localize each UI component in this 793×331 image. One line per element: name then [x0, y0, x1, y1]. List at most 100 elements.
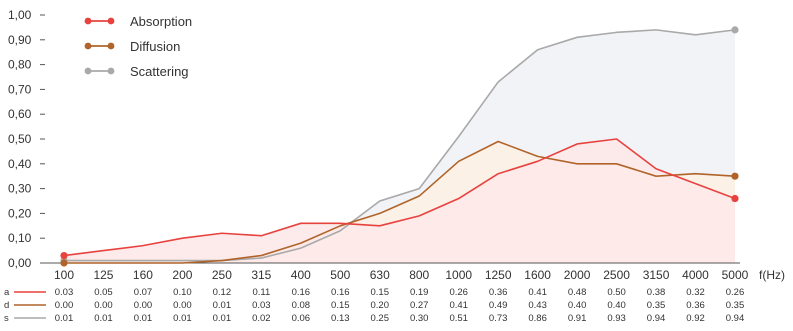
table-cell: 0.20 — [371, 300, 390, 311]
x-tick-label: 1600 — [524, 268, 551, 282]
table-cell: 0.16 — [331, 287, 350, 298]
y-tick-label: 0,30 — [8, 182, 32, 196]
table-cell: 0.51 — [449, 313, 468, 324]
x-axis-label: f(Hz) — [759, 268, 785, 282]
marker-absorption-end — [731, 194, 739, 203]
table-cell: 0.40 — [568, 300, 587, 311]
y-tick-label: 0,80 — [8, 58, 32, 72]
table-cell: 0.10 — [173, 287, 192, 298]
table-cell: 0.50 — [607, 287, 626, 298]
y-tick-label: 1,00 — [8, 8, 32, 22]
x-tick-label: 1250 — [485, 268, 512, 282]
table-cell: 0.01 — [134, 313, 153, 324]
y-tick-label: 0,00 — [8, 256, 32, 270]
table-cell: 0.03 — [252, 300, 271, 311]
table-cell: 0.05 — [94, 287, 113, 298]
table-cell: 0.25 — [371, 313, 390, 324]
line-scattering — [64, 29, 736, 262]
table-cell: 0.73 — [489, 313, 508, 324]
table-cell: 0.00 — [134, 300, 153, 311]
x-tick-label: 100 — [54, 268, 74, 282]
y-tick-label: 0,20 — [8, 206, 32, 220]
table-cell: 0.26 — [449, 287, 468, 298]
legend-marker-left — [84, 67, 92, 75]
y-tick-label: 0,60 — [8, 107, 32, 121]
legend-label-scattering: Scattering — [130, 64, 189, 79]
table-cell: 0.01 — [213, 300, 232, 311]
legend-marker-left — [84, 17, 92, 25]
table-cell: 0.86 — [528, 313, 547, 324]
table-cell: 0.35 — [726, 300, 745, 311]
x-tick-label: 160 — [133, 268, 153, 282]
x-tick-label: 5000 — [722, 268, 749, 282]
table-cell: 0.01 — [213, 313, 232, 324]
x-tick-label: 250 — [212, 268, 232, 282]
legend-marker-right — [107, 67, 115, 75]
table-cell: 0.07 — [134, 287, 153, 298]
table-cell: 0.92 — [686, 313, 705, 324]
table-row-symbol-diffusion: d — [4, 300, 9, 311]
x-tick-label: 2500 — [603, 268, 630, 282]
x-tick-label: 315 — [251, 268, 271, 282]
table-cell: 0.03 — [55, 287, 74, 298]
y-tick-label: 0,90 — [8, 33, 32, 47]
table-cell: 0.38 — [647, 287, 666, 298]
y-tick-label: 0,10 — [8, 231, 32, 245]
table-cell: 0.08 — [292, 300, 311, 311]
x-tick-label: 2000 — [564, 268, 591, 282]
marker-diffusion-start — [60, 259, 68, 267]
marker-diffusion-end — [731, 172, 739, 180]
area-absorption — [64, 139, 735, 263]
table-cell: 0.16 — [292, 287, 311, 298]
y-tick-label: 0,50 — [8, 132, 32, 146]
x-tick-label: 400 — [291, 268, 311, 282]
table-cell: 0.35 — [647, 300, 666, 311]
y-tick-label: 0,40 — [8, 157, 32, 171]
table-cell: 0.15 — [331, 300, 350, 311]
table-row-symbol-absorption: a — [4, 287, 10, 298]
legend-label-diffusion: Diffusion — [130, 39, 180, 54]
table-cell: 0.30 — [410, 313, 429, 324]
table-cell: 0.93 — [607, 313, 626, 324]
table-cell: 0.00 — [94, 300, 113, 311]
table-cell: 0.32 — [686, 287, 705, 298]
table-cell: 0.13 — [331, 313, 350, 324]
table-cell: 0.15 — [371, 287, 390, 298]
table-cell: 0.36 — [686, 300, 705, 311]
table-cell: 0.40 — [607, 300, 626, 311]
table-cell: 0.27 — [410, 300, 429, 311]
table-cell: 0.91 — [568, 313, 587, 324]
x-tick-label: 3150 — [643, 268, 670, 282]
table-cell: 0.41 — [449, 300, 468, 311]
legend-marker-left — [84, 42, 92, 50]
table-row-symbol-scattering: s — [4, 313, 9, 324]
table-cell: 0.02 — [252, 313, 271, 324]
table-cell: 0.01 — [55, 313, 74, 324]
x-tick-label: 500 — [330, 268, 350, 282]
x-tick-label: 630 — [370, 268, 390, 282]
x-tick-label: 800 — [409, 268, 429, 282]
line-diffusion — [64, 140, 736, 264]
y-tick-label: 0,70 — [8, 82, 32, 96]
x-tick-label: 4000 — [682, 268, 709, 282]
table-cell: 0.48 — [568, 287, 587, 298]
table-cell: 0.94 — [726, 313, 745, 324]
table-cell: 0.94 — [647, 313, 666, 324]
table-cell: 0.12 — [213, 287, 232, 298]
x-tick-label: 200 — [172, 268, 192, 282]
table-cell: 0.01 — [173, 313, 192, 324]
table-cell: 0.00 — [173, 300, 192, 311]
table-cell: 0.49 — [489, 300, 508, 311]
table-cell: 0.43 — [528, 300, 547, 311]
x-tick-label: 125 — [93, 268, 113, 282]
marker-scattering-end — [731, 26, 739, 34]
legend-label-absorption: Absorption — [130, 14, 192, 29]
table-cell: 0.11 — [252, 287, 270, 298]
table-cell: 0.00 — [55, 300, 74, 311]
line-absorption — [63, 138, 736, 257]
legend-marker-right — [107, 17, 115, 25]
table-cell: 0.06 — [292, 313, 311, 324]
table-cell: 0.19 — [410, 287, 429, 298]
table-cell: 0.01 — [94, 313, 113, 324]
